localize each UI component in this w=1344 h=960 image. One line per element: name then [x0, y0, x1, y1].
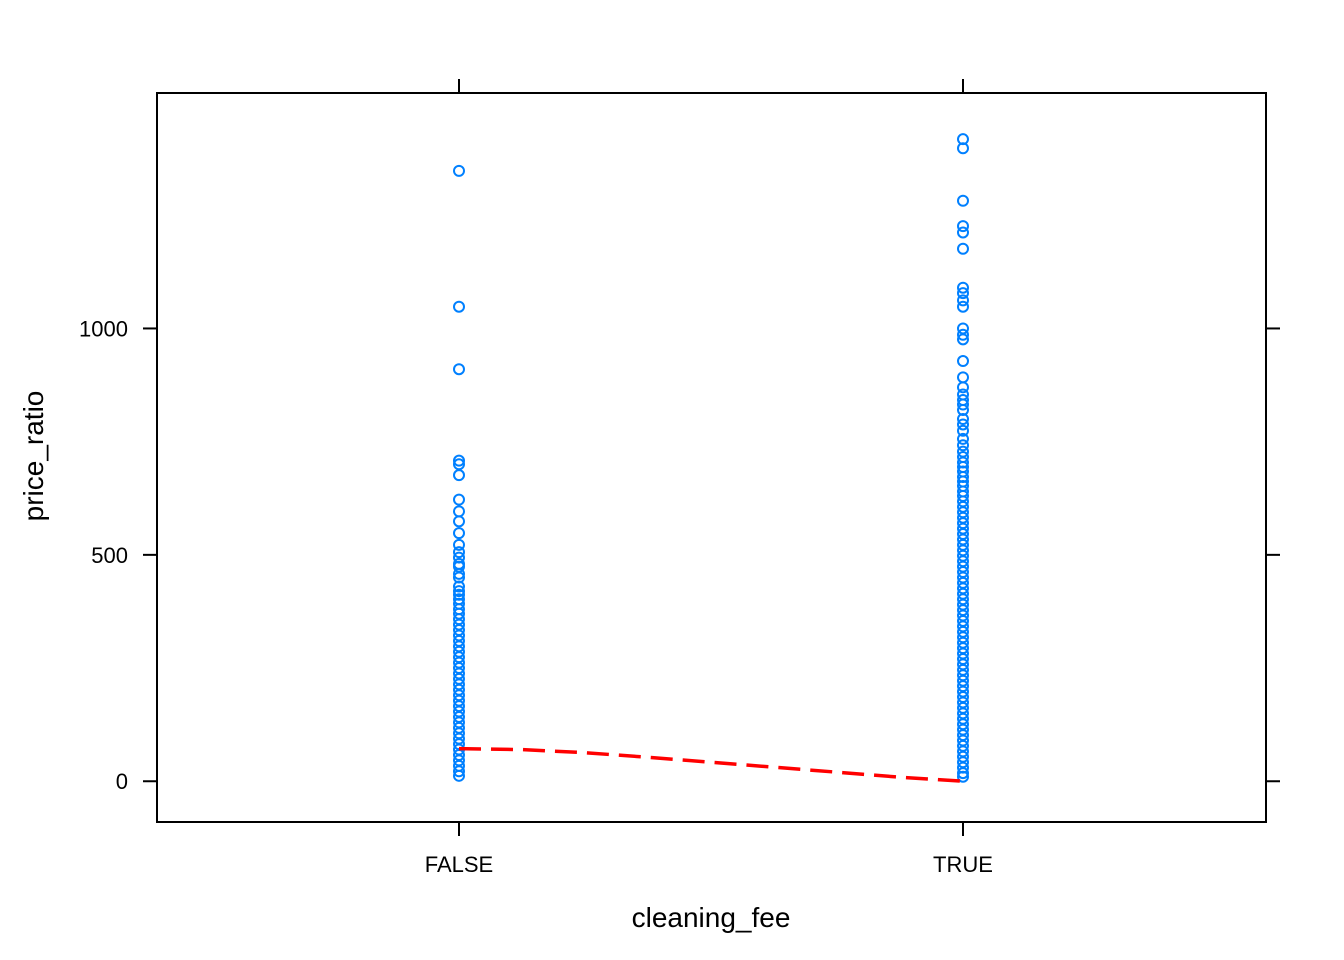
y-tick-label: 1000: [79, 316, 128, 341]
data-point: [957, 287, 969, 300]
data-point: [957, 142, 969, 155]
data-point: [453, 567, 465, 580]
data-point: [957, 432, 969, 445]
data-point: [957, 294, 969, 307]
x-axis-title: cleaning_fee: [632, 902, 791, 933]
data-point: [453, 469, 465, 482]
axis-ticks-layer: FALSE TRUE 0 500 1000: [79, 79, 1280, 877]
data-point: [957, 300, 969, 313]
data-point: [453, 454, 465, 467]
y-axis-title: price_ratio: [18, 391, 49, 522]
data-point: [957, 767, 969, 780]
data-point: [453, 515, 465, 528]
data-point: [957, 226, 969, 239]
data-point: [453, 300, 465, 313]
data-point: [957, 333, 969, 346]
data-point: [453, 580, 465, 593]
plot-frame-layer: [156, 92, 1267, 823]
data-point: [957, 398, 969, 411]
y-tick-label: 0: [116, 769, 128, 794]
data-point: [453, 765, 465, 778]
data-point: [453, 493, 465, 506]
data-point: [957, 220, 969, 233]
data-point: [957, 328, 969, 341]
data-point: [957, 418, 969, 431]
data-point: [453, 769, 465, 782]
data-point: [957, 242, 969, 255]
data-point: [957, 439, 969, 452]
data-point: [957, 770, 969, 783]
data-point: [957, 194, 969, 207]
data-point: [957, 281, 969, 294]
data-point: [957, 424, 969, 437]
smooth-line: [458, 746, 964, 783]
data-point: [453, 546, 465, 559]
data-point: [453, 505, 465, 518]
data-points-layer: [453, 133, 969, 783]
smooth-line-layer: [458, 746, 964, 783]
x-tick-label: FALSE: [425, 852, 493, 877]
data-point: [453, 164, 465, 177]
y-tick-label: 500: [91, 543, 128, 568]
data-point: [957, 413, 969, 426]
x-tick-label: TRUE: [933, 852, 993, 877]
data-point: [957, 355, 969, 368]
data-point: [453, 585, 465, 598]
data-point: [957, 381, 969, 394]
data-point: [453, 527, 465, 540]
data-point: [453, 538, 465, 551]
plot-frame: [156, 92, 1267, 823]
data-point: [453, 363, 465, 376]
data-point: [957, 371, 969, 384]
